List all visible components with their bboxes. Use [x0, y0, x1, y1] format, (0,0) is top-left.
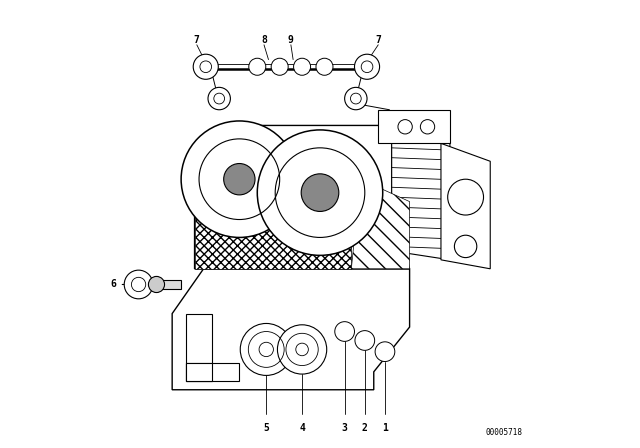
Circle shape: [257, 130, 383, 255]
Circle shape: [224, 164, 255, 195]
Text: 3: 3: [342, 423, 348, 433]
Circle shape: [208, 87, 230, 110]
Circle shape: [148, 276, 164, 293]
Circle shape: [193, 54, 218, 79]
Circle shape: [344, 87, 367, 110]
Circle shape: [335, 322, 355, 341]
Polygon shape: [378, 110, 450, 143]
Circle shape: [249, 58, 266, 75]
Text: 9: 9: [288, 35, 294, 45]
Text: 4: 4: [299, 423, 305, 433]
Circle shape: [124, 270, 153, 299]
Text: 6: 6: [111, 280, 145, 289]
Polygon shape: [392, 134, 450, 260]
Circle shape: [355, 54, 380, 79]
Polygon shape: [351, 179, 410, 269]
Text: 8: 8: [261, 35, 267, 45]
Text: 7: 7: [375, 35, 381, 45]
Text: 2: 2: [362, 423, 368, 433]
Polygon shape: [186, 314, 212, 381]
Polygon shape: [195, 193, 351, 269]
Circle shape: [301, 174, 339, 211]
Text: 5: 5: [263, 423, 269, 433]
Circle shape: [316, 58, 333, 75]
Polygon shape: [172, 269, 410, 390]
Circle shape: [181, 121, 298, 237]
Circle shape: [240, 323, 292, 375]
Circle shape: [355, 331, 374, 350]
Polygon shape: [186, 363, 239, 381]
Circle shape: [375, 342, 395, 362]
Polygon shape: [186, 363, 212, 381]
Polygon shape: [441, 143, 490, 269]
Circle shape: [278, 325, 327, 374]
Polygon shape: [127, 280, 181, 289]
Polygon shape: [195, 125, 410, 269]
Text: 00005718: 00005718: [485, 428, 522, 437]
Text: 7: 7: [194, 35, 200, 45]
Circle shape: [294, 58, 310, 75]
Text: 1: 1: [382, 423, 388, 433]
Circle shape: [271, 58, 288, 75]
